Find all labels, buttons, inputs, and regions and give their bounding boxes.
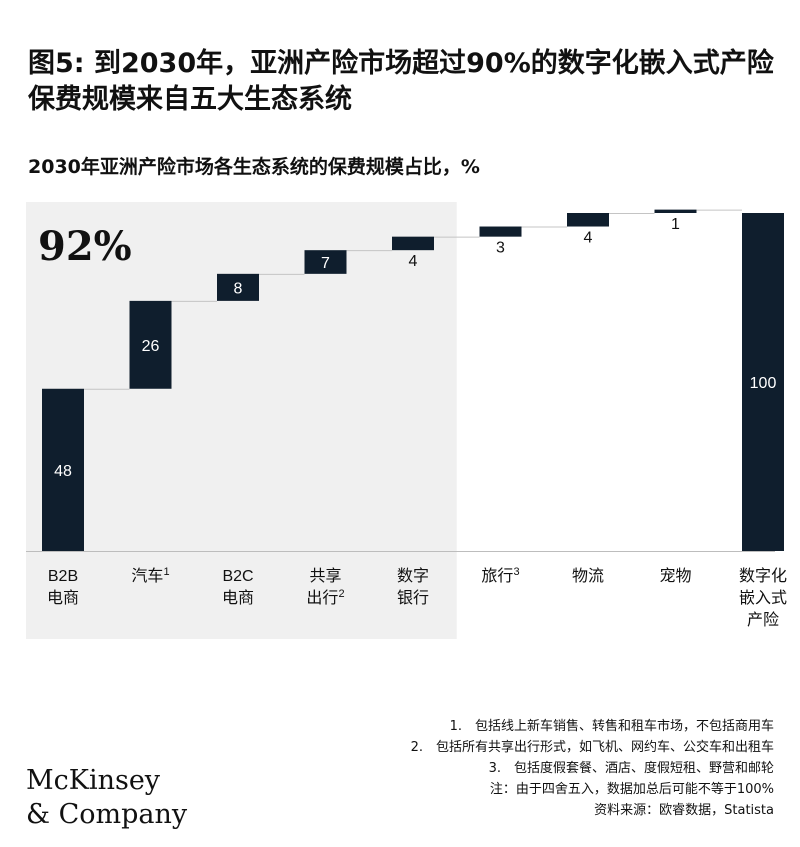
- bar: [742, 213, 784, 551]
- category-label: B2C 电商: [222, 568, 254, 607]
- category-label: 数字化嵌入式产险: [739, 567, 787, 629]
- bar: [129, 300, 172, 389]
- data-label: 1: [671, 216, 680, 233]
- footnote-2: 2. 包括所有共享出行形式，如飞机、网约车、公交车和出租车: [410, 740, 774, 755]
- bar: [217, 273, 259, 301]
- bar: [392, 236, 434, 251]
- category-label: 旅行3: [481, 566, 519, 585]
- footnotes: 1. 包括线上新车销售、转售和租车市场，不包括商用车 2. 包括所有共享出行形式…: [254, 716, 774, 821]
- data-label: 4: [409, 253, 418, 270]
- category-label: 宠物: [659, 567, 691, 585]
- chart-title: 图5: 到2030年，亚洲产险市场超过90%的数字化嵌入式产险保费规模来自五大生…: [28, 48, 774, 115]
- footnote-3: 3. 包括度假套餐、酒店、度假短租、野营和邮轮: [488, 761, 774, 776]
- data-label: 7: [321, 255, 330, 272]
- chart-subtitle: 2030年亚洲产险市场各生态系统的保费规模占比，%: [28, 156, 480, 178]
- bar: [479, 226, 522, 237]
- bar: [42, 388, 84, 551]
- category-label: 物流: [572, 567, 604, 585]
- bar: [304, 250, 347, 274]
- category-label: 数字银行: [397, 567, 429, 607]
- footnote-1: 1. 包括线上新车销售、转售和租车市场，不包括商用车: [449, 719, 774, 734]
- mckinsey-logo: McKinsey & Company: [26, 764, 187, 832]
- footnote-note: 注：由于四舍五入，数据加总后可能不等于100%: [489, 782, 774, 797]
- highlight-label: 92%: [38, 223, 132, 270]
- bar: [567, 213, 609, 227]
- category-label: B2B 电商: [47, 568, 79, 607]
- data-label: 100: [750, 375, 777, 392]
- data-label: 26: [142, 338, 160, 355]
- category-label: 共享出行2: [306, 567, 344, 607]
- data-label: 4: [584, 230, 593, 247]
- category-label: 汽车1: [131, 566, 169, 585]
- logo-line-2: & Company: [26, 799, 188, 830]
- data-label: 8: [234, 280, 243, 297]
- logo-line-1: McKinsey: [26, 765, 161, 796]
- data-label: 48: [54, 463, 72, 480]
- bar: [654, 209, 697, 213]
- data-label: 3: [496, 240, 505, 257]
- footnote-source: 资料来源：欧睿数据，Statista: [594, 803, 774, 818]
